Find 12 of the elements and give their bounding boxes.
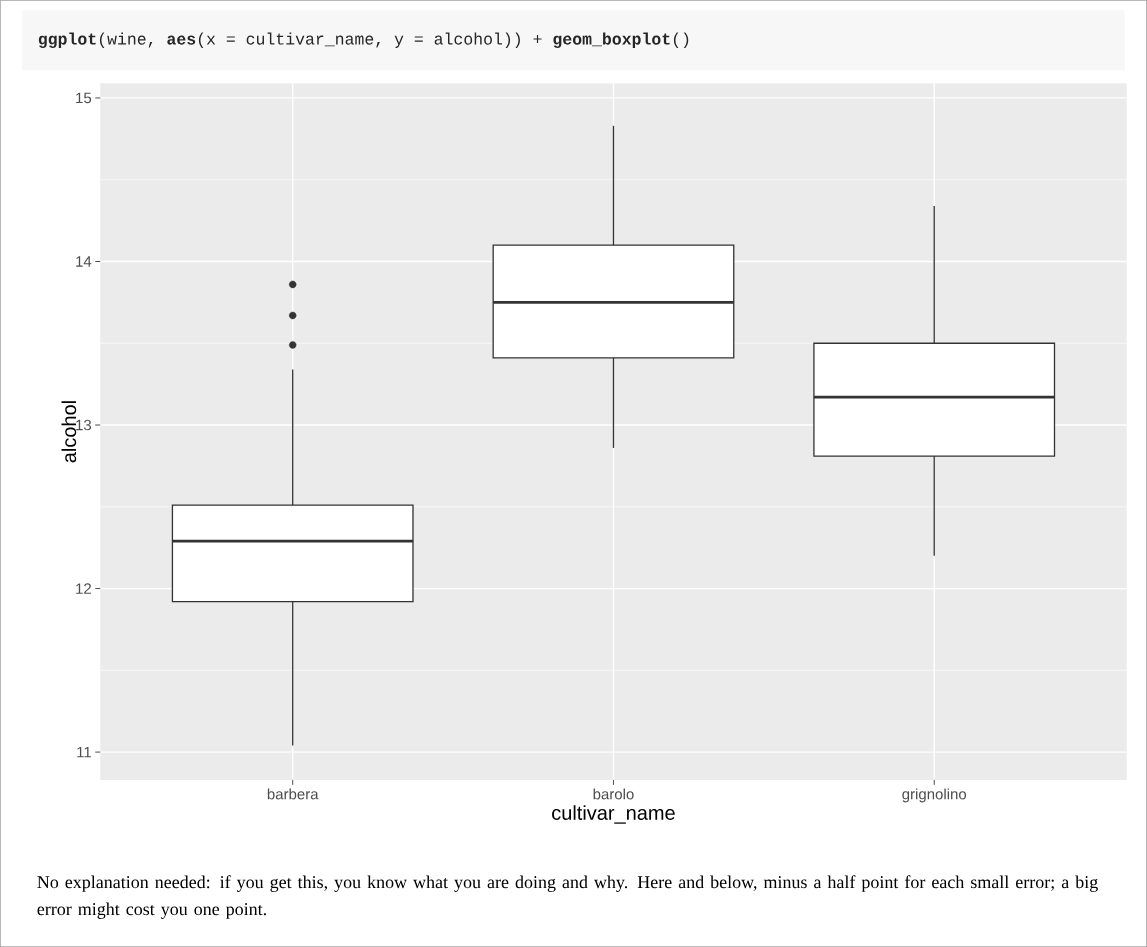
chart-title: ggplot(wine, aes(x = cultivar_name, y = alcohol)) + geom_boxplot() <box>38 32 689 48</box>
y-tick-label: 13 <box>76 419 92 431</box>
text: No explanation needed: if you get this, you know what you are doing and why. Here and below, minus a half point for each small error; a big error might cost you one point. <box>37 875 1098 919</box>
y-tick-label: 15 <box>76 92 92 104</box>
x-tick-label: barbera <box>267 788 319 800</box>
x-tick-label: barolo <box>593 788 634 800</box>
y-axis-title: alcohol <box>61 401 77 463</box>
x-axis-title: cultivar_name <box>552 805 675 824</box>
y-tick-label: 12 <box>76 583 91 594</box>
y-tick-label: 11 <box>77 746 91 758</box>
x-tick-label: grignolino <box>902 788 967 803</box>
y-tick-label: 14 <box>76 256 92 267</box>
